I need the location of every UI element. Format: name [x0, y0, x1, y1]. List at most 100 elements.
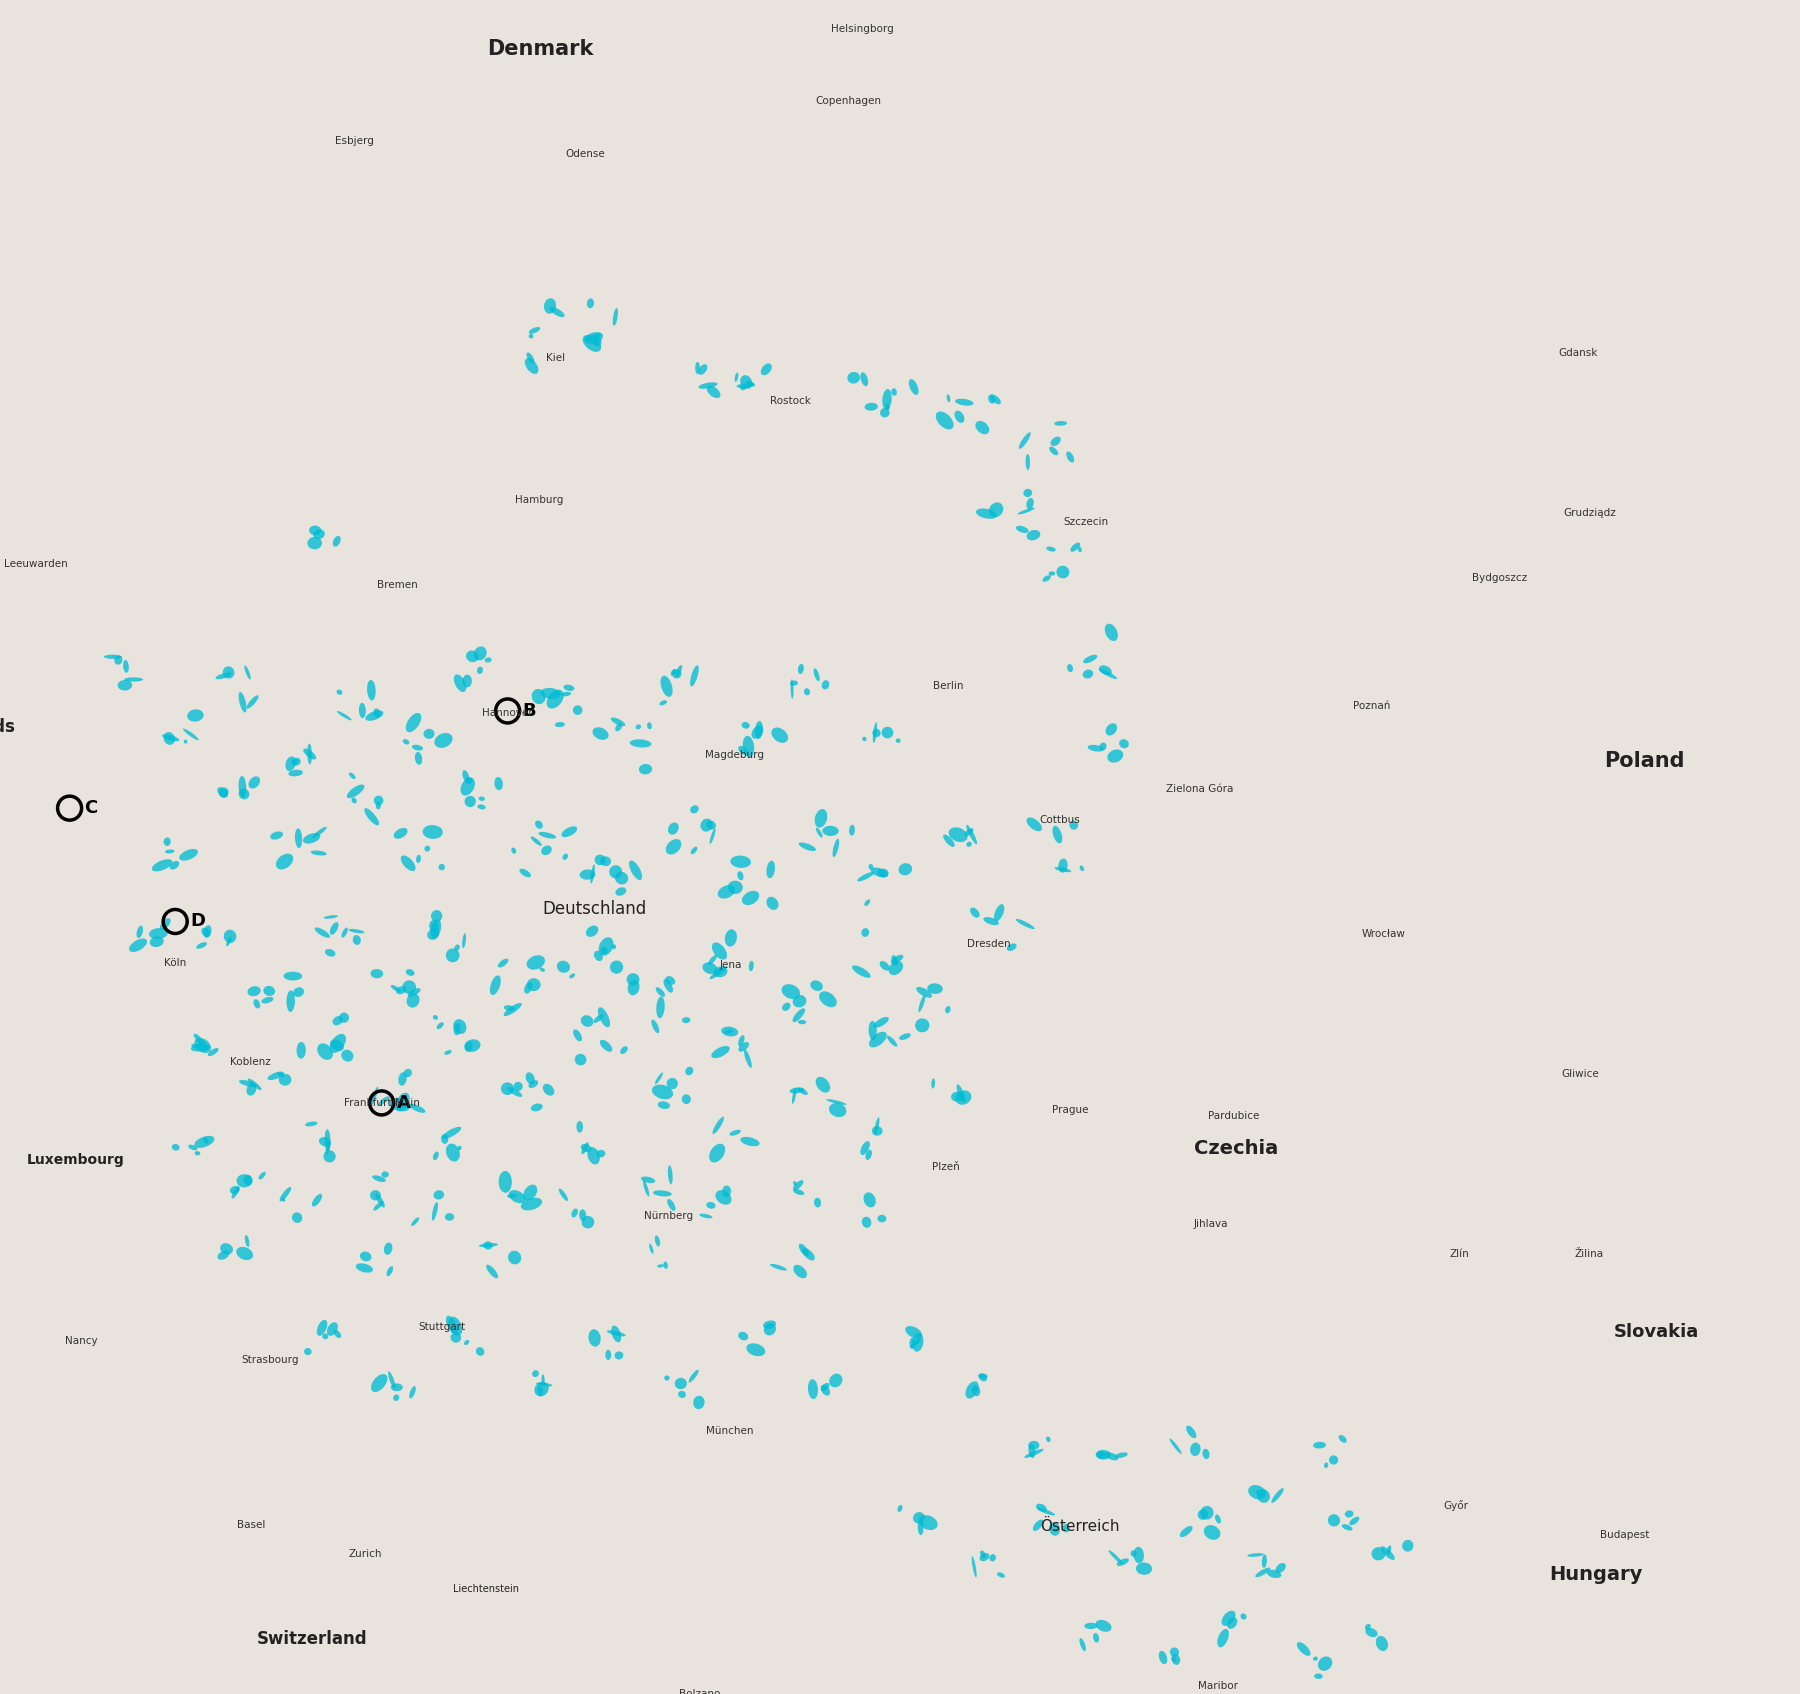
- Ellipse shape: [401, 855, 416, 871]
- Ellipse shape: [869, 1021, 877, 1040]
- Ellipse shape: [679, 1391, 686, 1398]
- Ellipse shape: [171, 1143, 180, 1150]
- Ellipse shape: [698, 383, 718, 390]
- Ellipse shape: [909, 1338, 922, 1348]
- Ellipse shape: [891, 955, 898, 966]
- Ellipse shape: [621, 1047, 628, 1054]
- Ellipse shape: [405, 969, 414, 976]
- Ellipse shape: [261, 996, 274, 1003]
- Text: A: A: [396, 1094, 410, 1111]
- Ellipse shape: [1116, 1558, 1129, 1565]
- Ellipse shape: [851, 966, 871, 977]
- Ellipse shape: [371, 969, 383, 977]
- Ellipse shape: [1386, 1545, 1391, 1555]
- Ellipse shape: [754, 722, 763, 739]
- Ellipse shape: [1262, 1555, 1267, 1569]
- Ellipse shape: [877, 1215, 886, 1223]
- Ellipse shape: [490, 976, 500, 994]
- Ellipse shape: [707, 386, 720, 398]
- Ellipse shape: [599, 857, 610, 866]
- Ellipse shape: [1053, 825, 1062, 844]
- Ellipse shape: [1049, 1523, 1060, 1536]
- Ellipse shape: [1055, 422, 1067, 425]
- Ellipse shape: [562, 691, 571, 696]
- Ellipse shape: [860, 373, 868, 386]
- Ellipse shape: [281, 1198, 286, 1201]
- Ellipse shape: [479, 1243, 499, 1247]
- Ellipse shape: [1071, 542, 1080, 552]
- Text: Zurich: Zurich: [347, 1548, 382, 1558]
- Ellipse shape: [797, 664, 805, 674]
- Ellipse shape: [823, 825, 839, 837]
- Ellipse shape: [164, 837, 171, 845]
- Ellipse shape: [1105, 623, 1118, 640]
- Ellipse shape: [581, 1143, 592, 1152]
- Ellipse shape: [268, 1072, 284, 1081]
- Ellipse shape: [356, 1264, 373, 1272]
- Ellipse shape: [484, 657, 491, 662]
- Ellipse shape: [574, 1054, 587, 1066]
- Ellipse shape: [918, 994, 925, 1011]
- Ellipse shape: [715, 1191, 731, 1204]
- Ellipse shape: [164, 732, 175, 745]
- Ellipse shape: [1271, 1487, 1283, 1503]
- Ellipse shape: [1201, 1506, 1213, 1520]
- Ellipse shape: [191, 1044, 211, 1052]
- Ellipse shape: [239, 776, 247, 798]
- Ellipse shape: [137, 925, 142, 938]
- Ellipse shape: [220, 788, 229, 798]
- Ellipse shape: [655, 1235, 661, 1247]
- Ellipse shape: [526, 357, 538, 374]
- Ellipse shape: [693, 1396, 704, 1409]
- Ellipse shape: [466, 650, 479, 662]
- Ellipse shape: [317, 1320, 328, 1337]
- Ellipse shape: [554, 722, 565, 727]
- Ellipse shape: [592, 727, 608, 740]
- Ellipse shape: [725, 930, 736, 947]
- Ellipse shape: [432, 1015, 437, 1020]
- Ellipse shape: [616, 723, 623, 732]
- Ellipse shape: [799, 1243, 808, 1257]
- Text: Slovakia: Slovakia: [1613, 1323, 1699, 1340]
- Ellipse shape: [439, 864, 445, 871]
- Text: Prague: Prague: [1053, 1104, 1089, 1115]
- Ellipse shape: [873, 722, 877, 744]
- Ellipse shape: [740, 374, 752, 390]
- Ellipse shape: [329, 1033, 346, 1054]
- Ellipse shape: [535, 820, 544, 828]
- Ellipse shape: [821, 1384, 830, 1396]
- Ellipse shape: [360, 1252, 371, 1262]
- Ellipse shape: [671, 669, 682, 679]
- Ellipse shape: [830, 1103, 846, 1116]
- Ellipse shape: [333, 1016, 344, 1025]
- Ellipse shape: [432, 1203, 437, 1221]
- Ellipse shape: [207, 1049, 218, 1055]
- Ellipse shape: [1046, 547, 1055, 552]
- Ellipse shape: [994, 905, 1004, 922]
- Ellipse shape: [871, 867, 887, 877]
- Ellipse shape: [373, 1201, 383, 1211]
- Ellipse shape: [526, 352, 535, 364]
- Ellipse shape: [1204, 1525, 1220, 1540]
- Ellipse shape: [979, 1374, 986, 1381]
- Text: Bremen: Bremen: [376, 581, 418, 591]
- Ellipse shape: [1381, 1547, 1395, 1560]
- Ellipse shape: [718, 884, 734, 898]
- Ellipse shape: [1255, 1567, 1271, 1577]
- Ellipse shape: [387, 1265, 392, 1276]
- Ellipse shape: [857, 872, 875, 881]
- Ellipse shape: [871, 1127, 882, 1135]
- Ellipse shape: [1066, 451, 1075, 462]
- Ellipse shape: [598, 1008, 610, 1027]
- Ellipse shape: [1312, 1442, 1327, 1448]
- Ellipse shape: [815, 810, 828, 828]
- Text: Berlin: Berlin: [932, 681, 963, 691]
- Ellipse shape: [302, 749, 317, 759]
- Text: Luxembourg: Luxembourg: [27, 1154, 124, 1167]
- Ellipse shape: [1037, 1504, 1048, 1511]
- Ellipse shape: [1130, 1550, 1136, 1557]
- Ellipse shape: [976, 420, 990, 434]
- Ellipse shape: [635, 725, 641, 730]
- Ellipse shape: [745, 381, 754, 386]
- Text: Helsingborg: Helsingborg: [832, 24, 895, 34]
